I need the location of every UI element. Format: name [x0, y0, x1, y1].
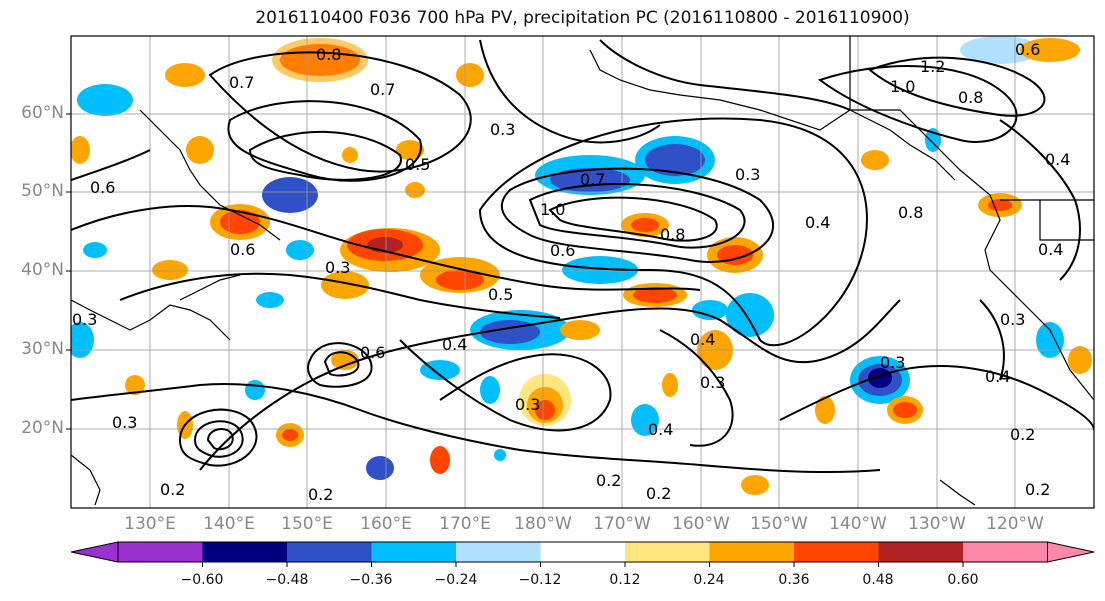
contour-label: 0.8	[660, 225, 685, 244]
map-title: 2016110400 F036 700 hPa PV, precipitatio…	[255, 8, 910, 28]
colorbar-segment	[371, 542, 456, 562]
lat-label-20n: 20°N	[21, 418, 64, 438]
contour-label: 1.0	[540, 200, 565, 219]
contour-label: 0.7	[229, 73, 254, 92]
lat-label-50n: 50°N	[21, 181, 64, 201]
contour-label: 0.3	[1000, 310, 1025, 329]
contour-label: 0.3	[72, 310, 97, 329]
contour-label: 0.2	[596, 471, 621, 490]
contour-label: 0.4	[442, 335, 467, 354]
colorbar-tick-label: 0.36	[778, 572, 810, 588]
contour-label: 0.3	[490, 120, 515, 139]
colorbar-tick-label: −0.60	[180, 572, 224, 588]
colorbar-tick-label: 0.60	[947, 572, 979, 588]
lat-label-60n: 60°N	[21, 103, 64, 123]
contour-label: 0.8	[898, 203, 923, 222]
colorbar-segment	[625, 542, 710, 562]
contour-label: 0.6	[230, 240, 255, 259]
colorbar-segment	[456, 542, 541, 562]
contour-label: 0.8	[958, 88, 983, 107]
contour-label: 0.6	[550, 241, 575, 260]
colorbar	[70, 541, 1095, 567]
contour-label: 0.8	[316, 45, 341, 64]
contour-label: 0.4	[985, 367, 1010, 386]
colorbar-tick-label: −0.36	[349, 572, 393, 588]
contour-label: 1.2	[920, 57, 945, 76]
colorbar-lower-extension	[70, 541, 119, 563]
lon-label: 120°W	[986, 514, 1044, 534]
colorbar-tick-label: 0.48	[862, 572, 894, 588]
contour-label: 0.2	[646, 484, 671, 503]
colorbar-segment	[202, 542, 287, 562]
colorbar-segment	[794, 542, 879, 562]
contour-label: 0.2	[1025, 480, 1050, 499]
contour-label: 0.7	[370, 80, 395, 99]
colorbar-tick-label: 0.12	[609, 572, 641, 588]
lon-label: 130°E	[124, 514, 176, 534]
lon-label: 150°W	[750, 514, 808, 534]
lon-label: 130°W	[908, 514, 966, 534]
lon-label: 180°W	[514, 514, 572, 534]
lon-label: 140°W	[829, 514, 887, 534]
contour-label: 0.3	[735, 165, 760, 184]
colorbar-segment	[963, 542, 1048, 562]
lat-label-30n: 30°N	[21, 339, 64, 359]
colorbar-upper-extension	[1047, 541, 1095, 563]
colorbar-segment	[540, 542, 625, 562]
contour-label: 0.2	[308, 485, 333, 504]
contour-label: 0.2	[160, 480, 185, 499]
colorbar-tick-label: −0.24	[434, 572, 478, 588]
map-frame	[70, 35, 1095, 509]
contour-label: 0.6	[90, 178, 115, 197]
contour-label: 0.4	[648, 420, 673, 439]
lon-label: 170°E	[439, 514, 491, 534]
contour-label: 0.4	[690, 330, 715, 349]
contour-label: 0.7	[580, 170, 605, 189]
colorbar-tick-label: 0.24	[693, 572, 725, 588]
contour-label: 0.4	[1045, 150, 1070, 169]
lon-label: 140°E	[203, 514, 255, 534]
contour-labels: 0.8 0.7 0.7 0.6 0.5 0.3 0.4 0.3 0.7 1.0 …	[72, 40, 1070, 504]
pv-contours	[71, 39, 1094, 474]
contour-label: 0.2	[1010, 425, 1035, 444]
contour-label: 0.3	[880, 353, 905, 372]
colorbar-segment	[878, 542, 963, 562]
contour-label: 0.5	[488, 285, 513, 304]
coastlines	[71, 36, 1094, 506]
lon-label: 150°E	[281, 514, 333, 534]
contour-label: 0.6	[360, 343, 385, 362]
colorbar-tick-label: −0.48	[265, 572, 309, 588]
contour-label: 0.3	[112, 413, 137, 432]
lon-label: 170°W	[593, 514, 651, 534]
contour-label: 0.4	[1038, 240, 1063, 259]
colorbar-segment	[709, 542, 794, 562]
contour-label: 0.3	[700, 373, 725, 392]
contour-label: 0.3	[515, 395, 540, 414]
colorbar-segment	[118, 542, 203, 562]
lat-label-40n: 40°N	[21, 260, 64, 280]
map-plot-area	[71, 36, 1094, 508]
contour-label: 0.3	[325, 258, 350, 277]
contour-label: 0.6	[1015, 40, 1040, 59]
contour-label: 1.0	[890, 77, 915, 96]
lon-label: 160°E	[360, 514, 412, 534]
colorbar-tick-label: −0.12	[518, 572, 562, 588]
contour-label: 0.5	[405, 155, 430, 174]
contour-label: 0.4	[805, 213, 830, 232]
graticule	[71, 36, 1094, 508]
colorbar-segment	[287, 542, 372, 562]
lon-label: 160°W	[672, 514, 730, 534]
